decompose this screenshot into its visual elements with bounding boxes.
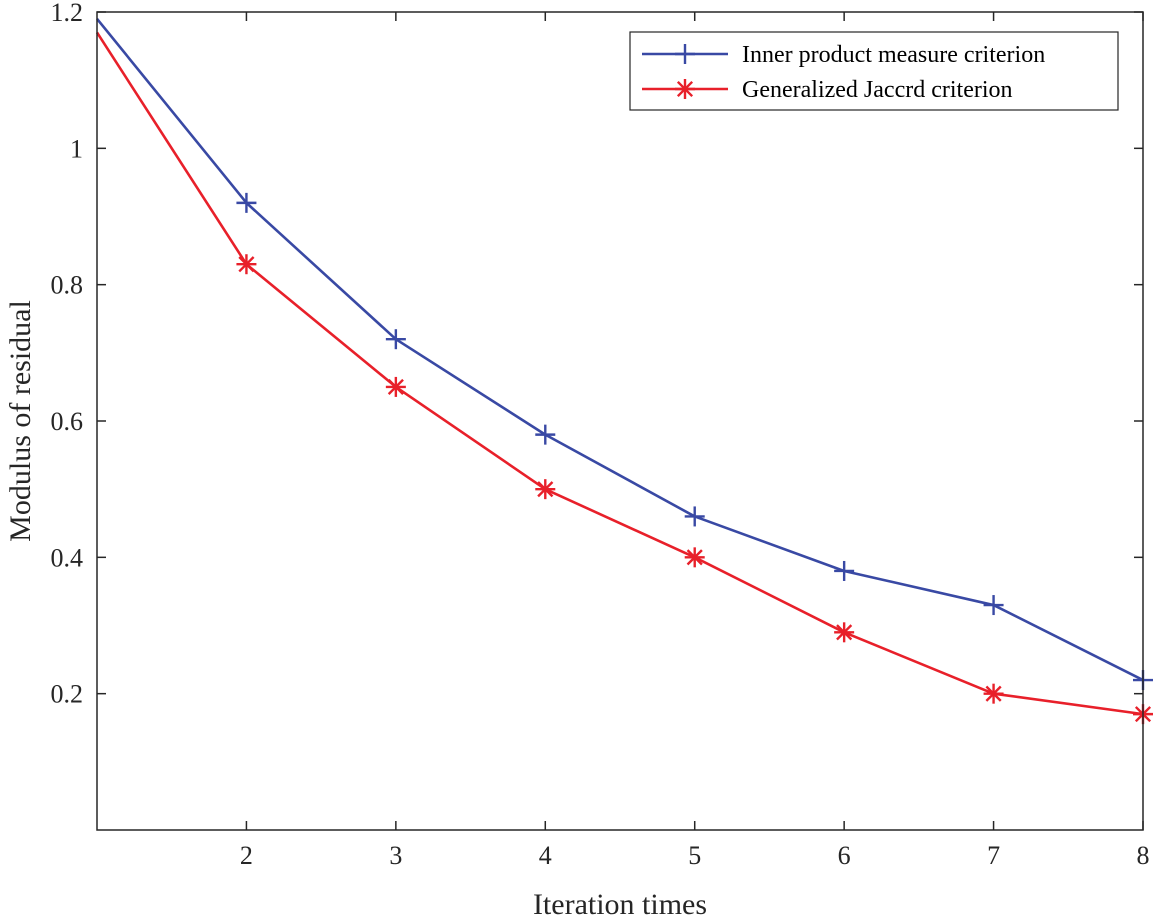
data-point [834,622,855,643]
x-tick-label: 2 [240,841,253,870]
y-tick-label: 0.4 [51,543,84,572]
legend-marker [675,44,695,64]
x-tick-label: 5 [688,841,701,870]
legend-box [629,31,1119,111]
data-point [983,595,1004,616]
y-tick-label: 1 [70,134,83,163]
marker-stroke [985,685,1002,702]
series-line [95,17,1144,682]
data-point [684,547,705,568]
y-tick-label: 0.8 [51,271,84,300]
data-point [385,376,406,397]
legend-label: Generalized Jaccrd criterion [742,77,1013,103]
data-point [236,192,257,213]
marker-stroke [836,624,853,641]
data-point [385,329,406,350]
data-point [535,479,556,500]
data-point [983,683,1004,704]
x-tick-label: 6 [838,841,851,870]
x-tick-label: 4 [539,841,552,870]
legend-item: Generalized Jaccrd criterion [642,77,1013,103]
data-point [684,506,705,527]
legend: Inner product measure criterion Generaliz… [629,31,1119,111]
data-point [535,424,556,445]
y-tick-label: 1.2 [51,0,84,27]
legend-label: Inner product measure criterion [742,42,1045,68]
series-2 [95,31,1153,725]
marker-stroke [686,549,703,566]
data-point [236,254,257,275]
axis-ticks: 2 3 4 5 6 7 8 0.2 0.4 0.6 0.8 1 1.2 [51,0,1150,870]
x-tick-label: 7 [987,841,1000,870]
marker-stroke [676,80,694,98]
marker-stroke [387,378,404,395]
y-tick-label: 0.6 [51,407,84,436]
x-tick-label: 8 [1137,841,1150,870]
x-axis-label: Iteration times [533,888,707,921]
series-line [95,31,1144,716]
plot-marks [95,17,1153,725]
marker-stroke [238,256,255,273]
x-tick-label: 3 [389,841,402,870]
legend-item: Inner product measure criterion [642,42,1045,68]
legend-marker [675,79,695,99]
y-axis-label: Modulus of residual [4,300,37,542]
marker-stroke [537,481,554,498]
data-point [834,560,855,581]
y-tick-label: 0.2 [51,680,84,709]
